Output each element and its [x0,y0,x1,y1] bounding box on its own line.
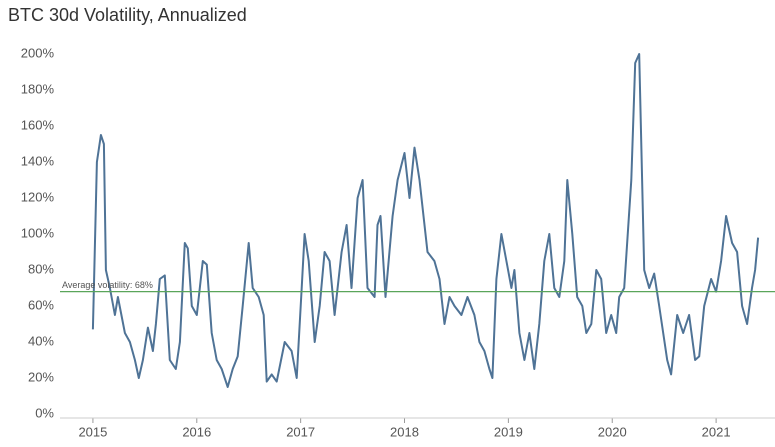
line-series [91,53,760,388]
y-tick-label: 20% [28,369,54,384]
y-tick-label: 140% [21,153,55,168]
average-label: Average volatility: 68% [62,280,153,290]
x-tick-label: 2016 [182,424,211,439]
y-tick-label: 120% [21,189,55,204]
y-tick-label: 40% [28,333,54,348]
y-tick-label: 200% [21,45,55,60]
x-tick-label: 2015 [78,424,107,439]
y-tick-label: 0% [35,405,54,420]
y-tick-label: 60% [28,297,54,312]
y-tick-label: 160% [21,117,55,132]
x-tick-label: 2018 [390,424,419,439]
chart-title: BTC 30d Volatility, Annualized [8,5,247,25]
x-tick-label: 2021 [702,424,731,439]
y-tick-label: 180% [21,81,55,96]
y-tick-label: 100% [21,225,55,240]
x-tick-label: 2020 [598,424,627,439]
y-tick-label: 80% [28,261,54,276]
x-tick-label: 2019 [494,424,523,439]
x-tick-label: 2017 [286,424,315,439]
